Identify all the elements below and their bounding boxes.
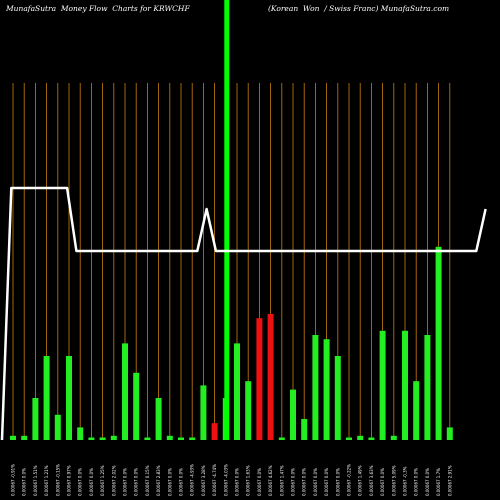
bar [334, 356, 341, 440]
bar [256, 318, 263, 440]
x-tick-label: 0.00067 0.0% [235, 468, 240, 496]
bar [43, 356, 50, 440]
x-tick-label: 0.00067 0.0% [167, 468, 172, 496]
bar [245, 381, 252, 440]
x-tick-label: 0.00067 0.0% [134, 468, 139, 496]
bar [402, 330, 408, 440]
bar [357, 435, 364, 440]
x-tick-label: 0.00067 0.0% [291, 468, 296, 496]
bar [323, 339, 330, 440]
x-tick-label: 0.00067 0.0% [257, 468, 262, 496]
bar [10, 435, 16, 440]
x-tick-label: 0.00067 0.0% [89, 468, 94, 496]
x-tick-label: 0.00067 -0.22% [347, 464, 352, 496]
x-tick-label: 0.00067 5.09% [391, 465, 396, 496]
chart-subtitle: (Korean Won / Swiss Franc) MunafaSutra.c… [268, 4, 450, 13]
x-tick-label: 0.00067 4.62% [268, 465, 273, 496]
bar [234, 343, 240, 440]
highlight-bar [224, 0, 230, 440]
bar [435, 246, 442, 440]
bar [446, 427, 453, 440]
bar [301, 419, 308, 440]
bar [21, 435, 28, 440]
bar [413, 381, 420, 440]
x-tick-label: 0.00067 0.0% [380, 468, 385, 496]
x-tick-label: 0.00067 0.0% [324, 468, 329, 496]
bar [211, 423, 218, 440]
x-tick-label: 0.00067 3.63% [369, 465, 374, 496]
x-tick-label: 0.00067 2.83% [156, 465, 161, 496]
x-tick-label: 0.00067 -4.74% [212, 464, 217, 496]
x-tick-label: 0.00067 0.15% [145, 465, 150, 496]
money-flow-line [0, 186, 487, 441]
bar [424, 335, 431, 440]
bar [110, 435, 117, 440]
highlight-column [224, 0, 230, 440]
bar [267, 314, 274, 440]
bar [379, 330, 386, 440]
x-tick-label: 0.00067 0.97% [67, 465, 72, 496]
x-tick-labels: 0.00067 -0.91% 0.00067 0.0% 0.00067 1.51% 0… [11, 464, 453, 496]
x-tick-label: 0.00067 1.49% [358, 465, 363, 496]
bar [390, 435, 397, 440]
bar [278, 437, 285, 440]
x-tick-label: 0.00067 -4.03% [223, 464, 228, 496]
x-tick-label: 0.00067 -0.15% [55, 464, 60, 496]
bar [88, 437, 95, 440]
x-tick-label: 0.00067 0.0% [313, 468, 318, 496]
bar [77, 427, 84, 440]
bar [122, 343, 128, 440]
x-tick-label: 0.00067 -0.3% [403, 466, 408, 496]
x-tick-label: 0.00067 0.0% [179, 468, 184, 496]
x-tick-label: 0.00067 0.0% [302, 468, 307, 496]
bar [32, 398, 39, 440]
bar [178, 437, 184, 440]
x-tick-label: 0.00067 1.7% [436, 468, 441, 496]
bars [10, 246, 453, 440]
bar [346, 437, 352, 440]
bar [54, 414, 61, 440]
x-tick-label: 0.00067 0.0% [78, 468, 83, 496]
x-tick-label: 0.00067 0.0% [414, 468, 419, 496]
bar [312, 335, 319, 440]
x-tick-label: 0.00067 0.0% [123, 468, 128, 496]
bar [200, 385, 207, 440]
bar [155, 398, 162, 440]
x-tick-label: 0.00067 1.63% [246, 465, 251, 496]
x-tick-label: 0.00067 0.0% [335, 468, 340, 496]
x-tick-label: 0.00067 2.91% [447, 465, 452, 496]
x-tick-label: 0.00067 1.21% [44, 465, 49, 496]
x-tick-label: 0.00067 -4.93% [190, 464, 195, 496]
x-tick-label: 0.00067 2.02% [111, 465, 116, 496]
bar [144, 437, 151, 440]
x-tick-label: 0.00067 1.51% [33, 465, 38, 496]
x-tick-label: 0.00067 0.0% [425, 468, 430, 496]
bar [99, 437, 106, 440]
x-tick-label: 0.00067 -0.91% [11, 464, 16, 496]
x-tick-label: 0.00067 1.25% [100, 465, 105, 496]
chart-header: MunafaSutra Money Flow Charts for KRWCHF… [0, 4, 500, 20]
bar [368, 437, 375, 440]
x-tick-label: 0.00067 0.0% [22, 468, 27, 496]
bar [290, 389, 296, 440]
bar [66, 356, 72, 440]
x-tick-label: 0.00067 3.28% [201, 465, 206, 496]
chart-title: MunafaSutra Money Flow Charts for KRWCHF [6, 4, 190, 13]
bar [189, 437, 196, 440]
x-tick-label: 0.00067 1.47% [279, 465, 284, 496]
bar [133, 372, 140, 440]
bar [166, 435, 173, 440]
